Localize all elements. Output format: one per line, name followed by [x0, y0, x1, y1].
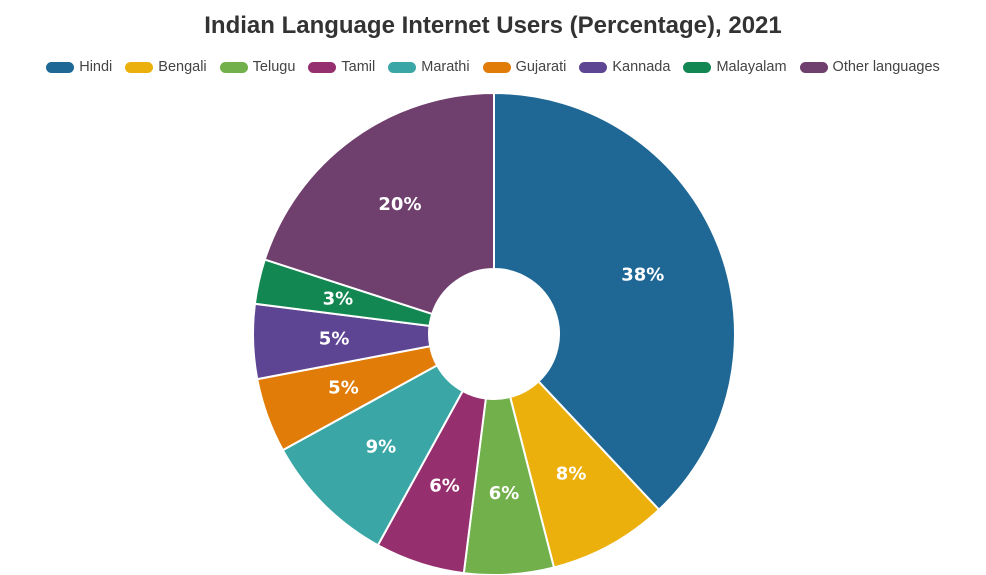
legend-label: Telugu: [252, 59, 296, 75]
slice-label-hindi: 38%: [621, 265, 664, 286]
slice-label-tamil: 6%: [429, 476, 460, 497]
legend-swatch: [125, 61, 154, 73]
slice-other-languages[interactable]: [263, 91, 495, 316]
legend-swatch: [219, 61, 248, 73]
legend-item-gujarati[interactable]: Gujarati: [482, 59, 567, 75]
slices-group: [252, 91, 736, 575]
slice-label-telugu: 6%: [489, 483, 520, 504]
legend-swatch: [579, 61, 608, 73]
slice-labels-group: 38% 8% 6% 6% 9% 5% 5% 3% 20%: [319, 194, 665, 504]
legend-label: Tamil: [341, 59, 376, 75]
legend-swatch: [308, 61, 337, 73]
legend-label: Bengali: [158, 59, 207, 75]
legend-label: Malayalam: [716, 59, 787, 75]
legend-item-tamil[interactable]: Tamil: [308, 59, 375, 75]
slice-label-kannada: 5%: [319, 329, 350, 350]
legend-item-other-languages[interactable]: Other languages: [799, 59, 940, 75]
legend-label: Hindi: [79, 59, 113, 75]
legend-item-telugu[interactable]: Telugu: [219, 59, 296, 75]
legend-swatch: [46, 61, 75, 73]
chart-title: Indian Language Internet Users (Percenta…: [204, 12, 782, 39]
legend-item-kannada[interactable]: Kannada: [579, 59, 670, 75]
legend-label: Other languages: [832, 59, 940, 75]
chart-legend: Hindi Bengali Telugu Tamil Marathi Gujarati Ka…: [0, 59, 986, 75]
legend-swatch: [388, 61, 417, 73]
slice-label-malayalam: 3%: [323, 289, 354, 310]
legend-label: Marathi: [421, 59, 470, 75]
legend-item-hindi[interactable]: Hindi: [46, 59, 112, 75]
slice-label-gujarati: 5%: [328, 378, 359, 399]
slice-label-other-languages: 20%: [378, 194, 421, 215]
legend-label: Kannada: [612, 59, 671, 75]
legend-swatch: [683, 61, 712, 73]
slice-bengali[interactable]: [508, 379, 661, 569]
slice-marathi[interactable]: [281, 363, 465, 547]
legend-label: Gujarati: [515, 59, 567, 75]
legend-item-malayalam[interactable]: Malayalam: [683, 59, 787, 75]
legend-item-bengali[interactable]: Bengali: [125, 59, 207, 75]
legend-swatch: [799, 61, 828, 73]
slice-label-bengali: 8%: [556, 464, 587, 485]
legend-item-marathi[interactable]: Marathi: [388, 59, 470, 75]
slice-hindi[interactable]: [493, 91, 736, 512]
legend-swatch: [482, 61, 511, 73]
slice-label-marathi: 9%: [366, 437, 397, 458]
